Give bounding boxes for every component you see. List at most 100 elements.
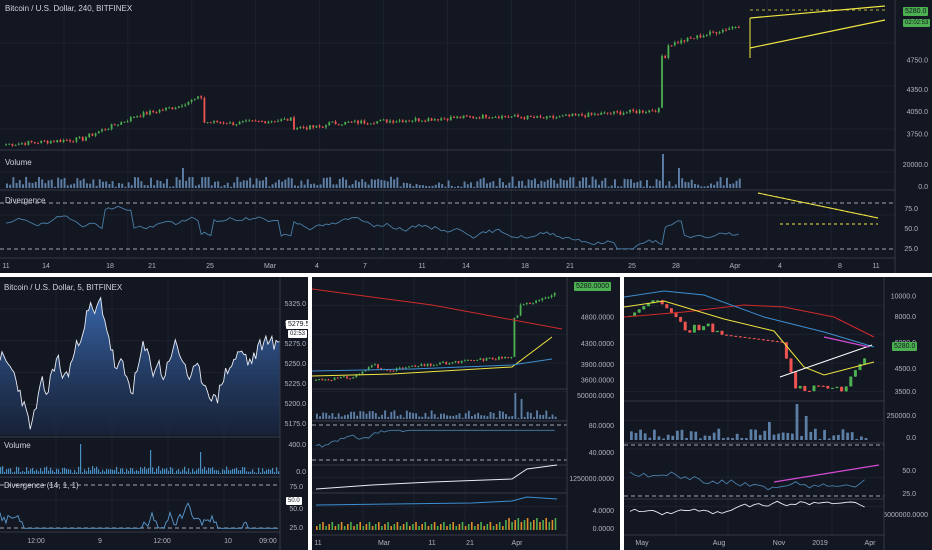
top-volume-tick: 0.0 [918,184,928,191]
bl-price-tick: 5200.0 [285,401,307,408]
bm-histogram-bar [477,524,479,530]
volume-bar [222,469,224,474]
volume-bar [440,413,442,419]
top-price-tick: 4050.0 [907,109,929,116]
top-x-tick: 14 [462,263,470,270]
volume-bar [140,467,142,474]
volume-bar [62,467,64,474]
volume-bar [726,437,730,440]
bottom-right-chart-panel[interactable]: 10000.08000.06000.04500.03500.0250000.00… [624,277,932,550]
candle-body [498,356,500,360]
volume-bar [258,180,261,188]
volume-bar [444,186,447,188]
volume-bar [142,468,144,474]
volume-bar [399,186,402,188]
bm-histogram-bar [492,526,495,530]
volume-bar [529,412,532,419]
bm-histogram-bar [384,524,386,530]
top-divergence-line [5,205,739,250]
volume-bar [690,179,693,188]
volume-bar [10,468,12,474]
volume-bar [148,467,150,474]
volume-bar [88,467,90,474]
volume-bar [274,182,277,188]
volume-bar [57,177,60,188]
bottom-middle-chart-panel[interactable]: 4800.0000 4300.0000 3900.0000 3600.0000 5000… [312,277,620,550]
top-div-tick: 50.0 [904,226,918,233]
volume-bar [246,471,248,474]
candle-body [171,107,174,110]
volume-bar [240,470,242,474]
bl-price-tick: 5275.0 [285,341,307,348]
candle-body [692,324,696,333]
candle-body [863,358,867,365]
bl-chart-title: Bitcoin / U.S. Dollar, 5, BITFINEX [4,283,123,292]
bl-price-area [0,297,280,435]
candle-body [46,140,49,144]
candle-body [667,45,670,58]
bm-histogram-bar [328,524,330,530]
candle-body [398,367,401,369]
volume-bar [422,185,424,188]
volume-bar [136,470,138,474]
candle-body [235,124,238,126]
volume-bar [262,468,264,474]
bottom-middle-chart-canvas[interactable]: 4800.0000 4300.0000 3900.0000 3600.0000 5000… [312,277,620,550]
top-chart-canvas[interactable]: 4750.0 4350.0 4050.0 3750.0 20000.0 0.0 75.0 50… [0,0,932,273]
bm-histogram-bar [433,522,436,530]
top-x-tick: 11 [418,263,425,270]
candle-body [817,385,821,387]
volume-bar [390,411,393,419]
candle-body [200,96,203,98]
bottom-left-chart-panel[interactable]: 5325.05300.05275.05250.05225.05200.05175… [0,277,308,550]
volume-bar [386,181,389,188]
volume-bar [268,186,271,188]
volume-bar [162,183,165,188]
candle-body [645,112,647,114]
volume-bar [393,410,396,419]
volume-bar [104,471,106,474]
volume-bar [814,428,817,440]
top-chart-panel[interactable]: 4750.0 4350.0 4050.0 3750.0 20000.0 0.0 75.0 50… [0,0,932,273]
volume-bar [73,183,76,188]
candle-body [463,360,466,362]
volume-bar [68,469,70,474]
bm-blue-ma [312,358,553,372]
bm-histogram-bar [347,524,349,530]
candle-body [424,120,427,122]
volume-bar [182,469,184,474]
bl-price-tick: 5175.0 [285,421,307,428]
volume-bar [678,168,680,188]
wedge-upper-line [749,5,886,19]
candle-body [516,315,519,318]
volume-bar [220,472,222,474]
candle-body [686,37,689,42]
candle-body [168,107,171,109]
volume-bar [652,186,655,188]
volume-bar [274,472,276,474]
volume-bar [685,437,688,440]
candle-body [149,110,151,115]
volume-bar [703,435,707,440]
volume-bar [473,186,476,188]
volume-bar [402,417,405,419]
volume-bar [12,177,15,188]
volume-bar [450,185,453,188]
volume-bar [204,466,206,474]
candle-body [485,358,488,361]
volume-bar [8,468,10,474]
volume-bar [198,184,200,188]
candle-body [637,309,641,313]
volume-bar [827,438,831,440]
candle-body [222,122,225,124]
bottom-right-chart-canvas[interactable]: 10000.08000.06000.04500.03500.0250000.00… [624,277,932,550]
candle-body [529,115,532,117]
volume-bar [367,184,370,188]
volume-bar [518,181,520,188]
volume-bar [630,179,632,188]
bottom-left-chart-canvas[interactable]: 5325.05300.05275.05250.05225.05200.05175… [0,277,308,550]
candle-body [24,143,27,145]
volume-bar [754,429,757,440]
volume-bar [238,470,240,474]
candle-body [401,367,404,369]
